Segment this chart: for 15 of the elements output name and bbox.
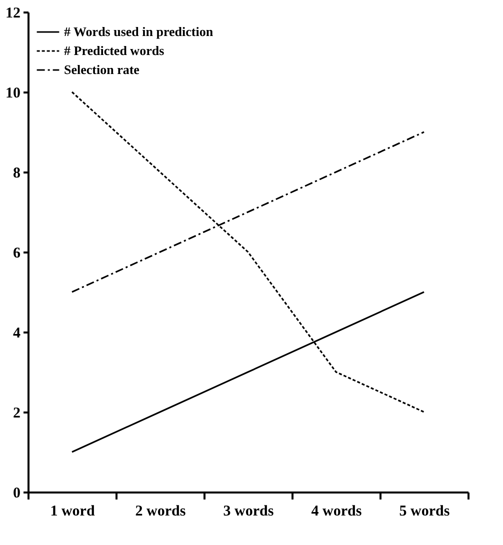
x-tick-label: 3 words [223,504,274,520]
y-tick-label: 6 [13,246,21,262]
x-tick-label: 4 words [311,504,362,520]
y-tick-label: 2 [13,406,20,422]
legend-label: # Predicted words [64,43,164,58]
x-tick-label: 1 word [50,504,96,520]
y-tick-label: 0 [13,486,20,502]
x-tick-label: 5 words [399,504,450,520]
y-tick-label: 8 [13,166,20,182]
x-tick-label: 2 words [135,504,186,520]
y-tick-label: 10 [6,86,20,102]
y-tick-label: 4 [13,326,21,342]
y-tick-label: 12 [6,6,20,22]
legend-label: # Words used in prediction [64,24,214,39]
legend-label: Selection rate [64,62,140,77]
